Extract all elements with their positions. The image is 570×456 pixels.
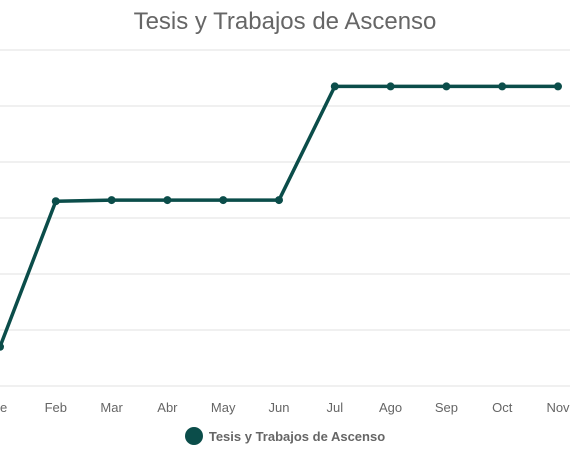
data-point[interactable] xyxy=(498,82,507,91)
x-tick-label: Feb xyxy=(45,400,67,415)
gridlines xyxy=(0,49,570,387)
data-point[interactable] xyxy=(163,196,172,205)
x-tick-label: ne xyxy=(0,400,7,415)
data-point[interactable] xyxy=(386,82,395,91)
x-tick-label: Jul xyxy=(326,400,343,415)
data-point[interactable] xyxy=(554,82,562,91)
chart-title: Tesis y Trabajos de Ascenso xyxy=(133,8,437,35)
x-axis-tick-labels: ne Feb Mar Abr May Jun Jul Ago Sep Oct Nov xyxy=(0,400,570,415)
data-point[interactable] xyxy=(330,82,339,91)
x-tick-label: Sep xyxy=(435,400,458,415)
data-point[interactable] xyxy=(219,196,228,205)
legend-label: Tesis y Trabajos de Ascenso xyxy=(208,428,386,444)
data-point[interactable] xyxy=(51,197,60,206)
x-tick-label: Abr xyxy=(157,400,178,415)
x-tick-label: Mar xyxy=(100,400,123,415)
legend[interactable]: Tesis y Trabajos de Ascenso xyxy=(0,427,570,445)
data-point[interactable] xyxy=(275,196,283,205)
x-tick-label: Oct xyxy=(492,400,513,415)
series-points xyxy=(0,82,562,351)
data-point[interactable] xyxy=(107,196,116,205)
legend-swatch xyxy=(184,427,203,445)
x-tick-label: May xyxy=(211,400,236,415)
x-tick-label: Jun xyxy=(269,400,290,415)
data-point[interactable] xyxy=(0,342,4,351)
series-lines xyxy=(0,84,558,348)
x-tick-label: Nov xyxy=(546,400,570,415)
x-tick-label: Ago xyxy=(379,400,402,415)
series-line xyxy=(0,84,558,348)
data-point[interactable] xyxy=(442,82,451,91)
